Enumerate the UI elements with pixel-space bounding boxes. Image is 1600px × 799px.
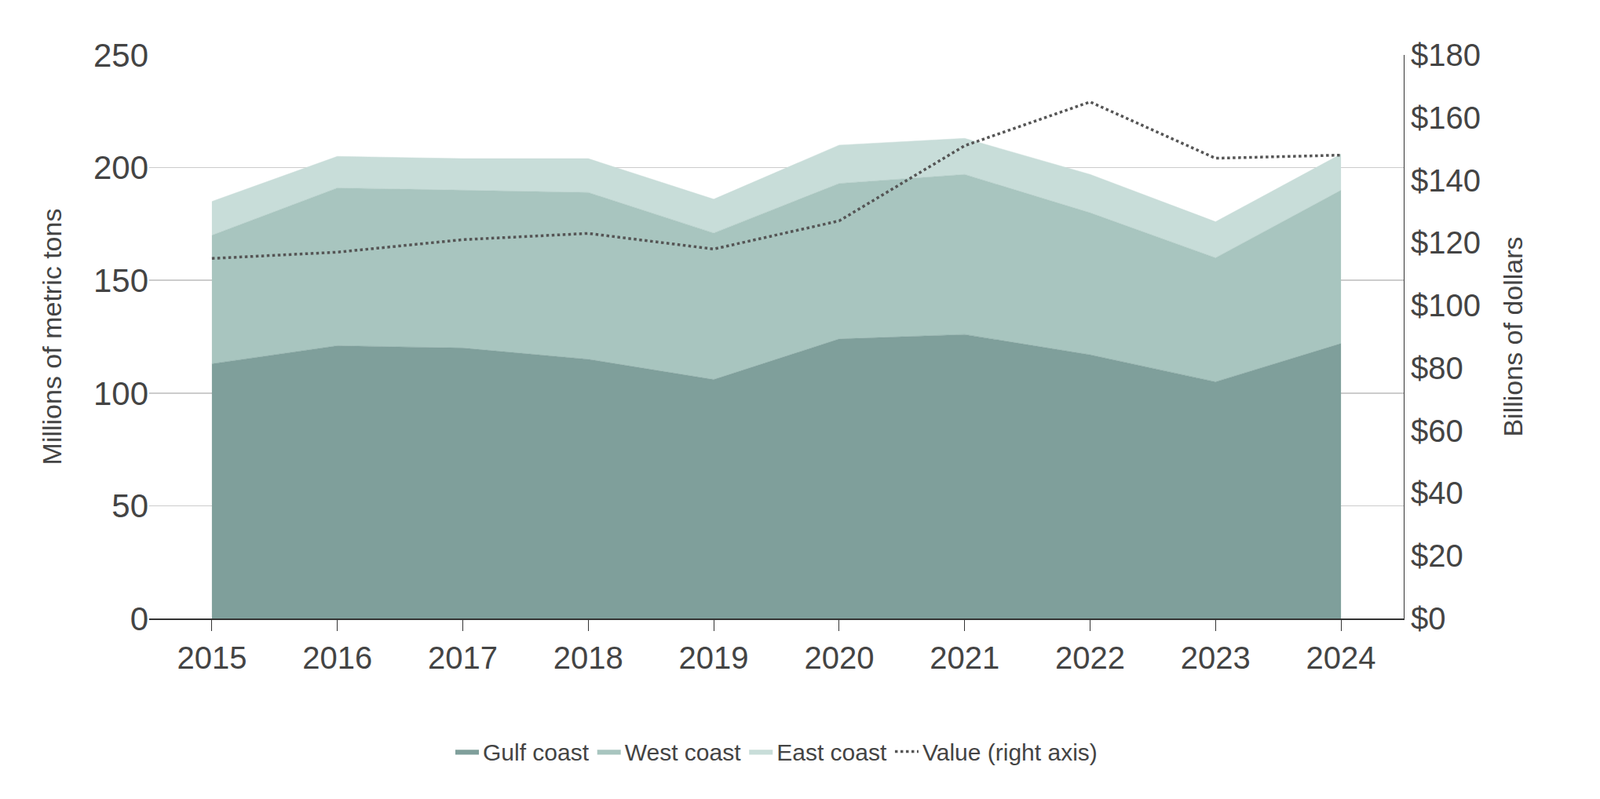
- svg-text:$160: $160: [1410, 100, 1481, 136]
- svg-text:$100: $100: [1410, 288, 1481, 323]
- svg-text:$0: $0: [1410, 601, 1447, 636]
- svg-text:2017: 2017: [427, 640, 498, 676]
- svg-text:$140: $140: [1410, 163, 1481, 198]
- svg-text:Value (right axis): Value (right axis): [922, 739, 1098, 766]
- svg-text:2022: 2022: [1055, 640, 1126, 676]
- svg-text:2019: 2019: [679, 640, 749, 676]
- svg-text:$20: $20: [1410, 538, 1464, 574]
- svg-text:150: 150: [93, 262, 149, 300]
- svg-text:$60: $60: [1410, 413, 1464, 449]
- svg-text:Billions of dollars: Billions of dollars: [1497, 236, 1528, 437]
- svg-text:2016: 2016: [302, 640, 373, 676]
- svg-text:2018: 2018: [553, 640, 624, 676]
- svg-text:$80: $80: [1410, 350, 1464, 386]
- svg-text:$40: $40: [1410, 475, 1464, 511]
- svg-text:West coast: West coast: [624, 739, 742, 766]
- svg-text:Gulf coast: Gulf coast: [482, 739, 590, 766]
- svg-text:2021: 2021: [929, 640, 1000, 676]
- svg-text:2024: 2024: [1306, 640, 1377, 676]
- svg-text:$180: $180: [1410, 37, 1481, 73]
- svg-text:200: 200: [93, 149, 149, 187]
- svg-text:Millions of metric tons: Millions of metric tons: [36, 208, 67, 466]
- svg-text:2015: 2015: [176, 640, 247, 676]
- svg-text:2023: 2023: [1180, 640, 1251, 676]
- svg-text:$120: $120: [1410, 225, 1481, 260]
- svg-text:250: 250: [93, 36, 149, 74]
- svg-text:0: 0: [130, 600, 149, 638]
- svg-text:100: 100: [93, 375, 149, 413]
- svg-text:2020: 2020: [803, 640, 874, 676]
- svg-text:East coast: East coast: [776, 739, 888, 766]
- svg-text:50: 50: [111, 487, 149, 525]
